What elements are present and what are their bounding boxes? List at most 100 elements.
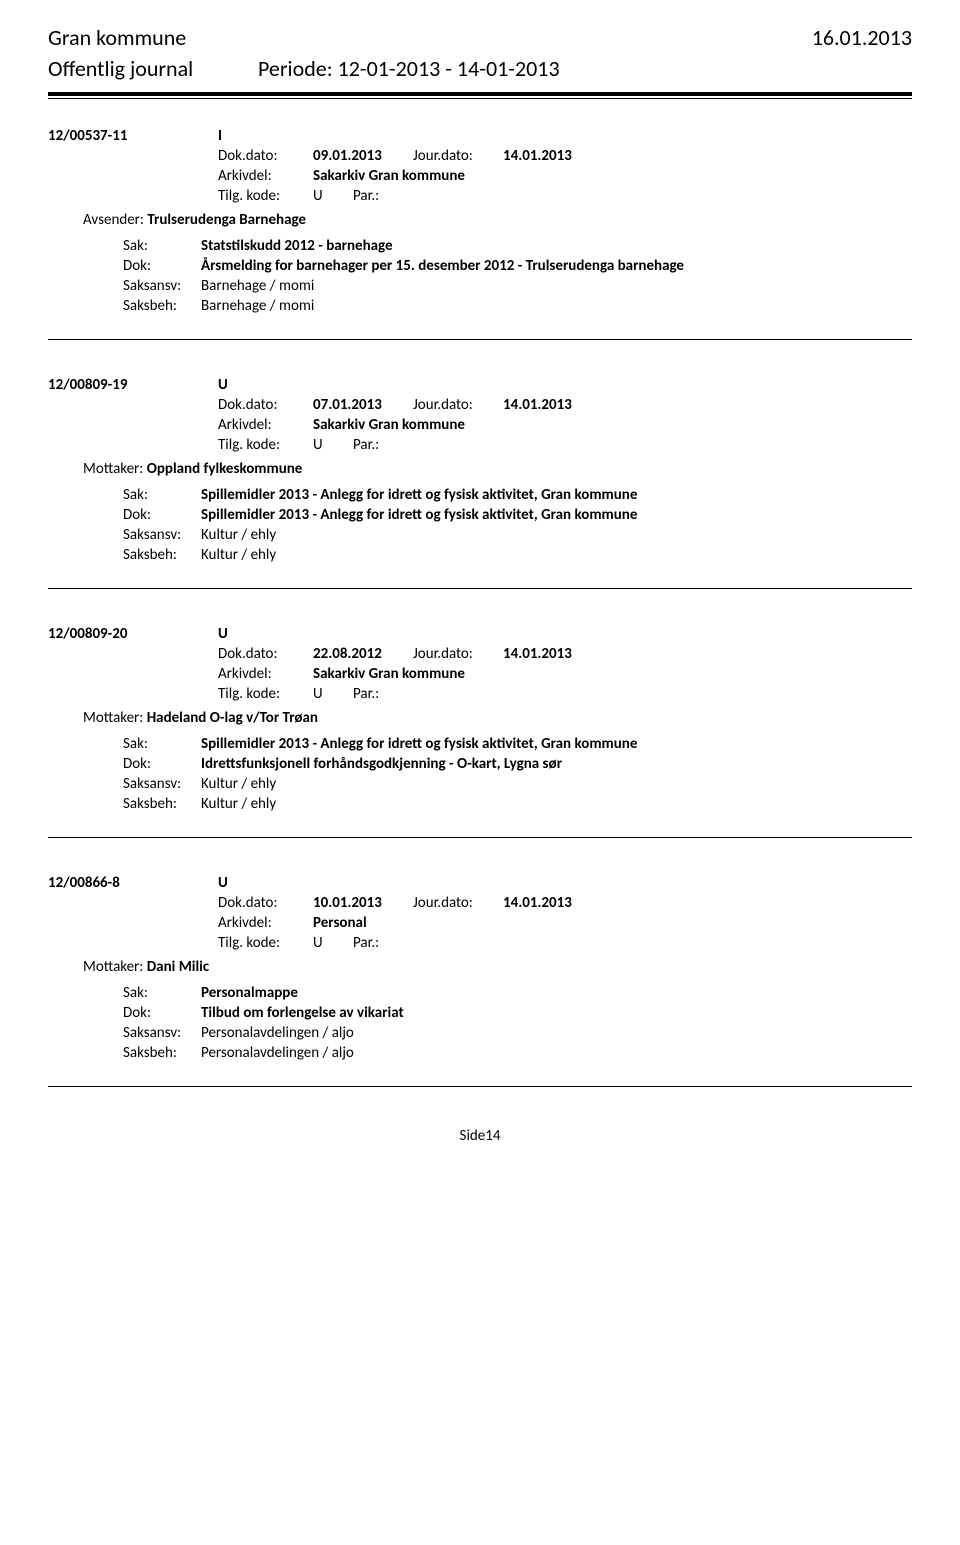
sak-row: Sak: Statstilskudd 2012 - barnehage (123, 237, 912, 255)
dok-value: Idrettsfunksjonell forhåndsgodkjenning -… (201, 755, 912, 773)
journal-entry: 12/00866-8 U Dok.dato: 10.01.2013 Jour.d… (48, 874, 912, 1087)
saksansv-label: Saksansv: (123, 1024, 201, 1042)
entry-id: 12/00866-8 (48, 874, 218, 892)
party-label: Mottaker: (83, 460, 143, 478)
period-label: Periode: (258, 55, 333, 82)
entry-divider (48, 339, 912, 340)
par-label: Par.: (353, 934, 379, 952)
sak-block: Sak: Spillemidler 2013 - Anlegg for idre… (48, 735, 912, 813)
tilgkode-label: Tilg. kode: (218, 187, 313, 205)
tilgkode-value: U (313, 187, 353, 205)
arkivdel-row: Arkivdel: Sakarkiv Gran kommune (48, 167, 912, 185)
journal-entry: 12/00809-20 U Dok.dato: 22.08.2012 Jour.… (48, 625, 912, 838)
journal-label: Offentlig journal (48, 55, 258, 82)
saksansv-value: Kultur / ehly (201, 775, 912, 793)
entry-id: 12/00537-11 (48, 127, 218, 145)
dok-row: Dok: Spillemidler 2013 - Anlegg for idre… (123, 506, 912, 524)
arkivdel-label: Arkivdel: (218, 416, 313, 434)
tilgkode-value: U (313, 934, 353, 952)
sak-value: Spillemidler 2013 - Anlegg for idrett og… (201, 486, 912, 504)
saksansv-value: Personalavdelingen / aljo (201, 1024, 912, 1042)
saksbeh-label: Saksbeh: (123, 795, 201, 813)
party-value: Trulserudenga Barnehage (147, 211, 306, 229)
entry-divider (48, 837, 912, 838)
saksansv-value: Kultur / ehly (201, 526, 912, 544)
jourdato-value: 14.01.2013 (503, 147, 572, 165)
entry-id: 12/00809-20 (48, 625, 218, 643)
entry-type: U (218, 625, 248, 643)
dok-row: Dok: Årsmelding for barnehager per 15. d… (123, 257, 912, 275)
par-label: Par.: (353, 685, 379, 703)
entry-id-row: 12/00809-20 U (48, 625, 912, 643)
dokdato-label: Dok.dato: (218, 396, 313, 414)
org-name: Gran kommune (48, 24, 186, 51)
saksbeh-label: Saksbeh: (123, 297, 201, 315)
tilgkode-value: U (313, 685, 353, 703)
page-footer: Side14 (48, 1127, 912, 1145)
saksbeh-value: Barnehage / momi (201, 297, 912, 315)
saksbeh-row: Saksbeh: Kultur / ehly (123, 795, 912, 813)
saksansv-row: Saksansv: Barnehage / momi (123, 277, 912, 295)
dokdato-label: Dok.dato: (218, 645, 313, 663)
arkivdel-label: Arkivdel: (218, 167, 313, 185)
tilgkode-label: Tilg. kode: (218, 685, 313, 703)
entry-id: 12/00809-19 (48, 376, 218, 394)
saksansv-label: Saksansv: (123, 277, 201, 295)
par-label: Par.: (353, 436, 379, 454)
dokdato-row: Dok.dato: 22.08.2012 Jour.dato: 14.01.20… (48, 645, 912, 663)
entry-type: U (218, 874, 248, 892)
entry-id-row: 12/00809-19 U (48, 376, 912, 394)
arkivdel-value: Sakarkiv Gran kommune (313, 416, 465, 434)
saksbeh-label: Saksbeh: (123, 546, 201, 564)
sak-block: Sak: Personalmappe Dok: Tilbud om forlen… (48, 984, 912, 1062)
jourdato-label: Jour.dato: (413, 894, 503, 912)
party-label: Mottaker: (83, 709, 143, 727)
page-header: Gran kommune 16.01.2013 (48, 24, 912, 51)
header-date: 16.01.2013 (812, 24, 912, 51)
dokdato-row: Dok.dato: 07.01.2013 Jour.dato: 14.01.20… (48, 396, 912, 414)
party-value: Oppland fylkeskommune (147, 460, 303, 478)
tilgkode-label: Tilg. kode: (218, 436, 313, 454)
party-row: Avsender: Trulserudenga Barnehage (48, 211, 912, 229)
period: Periode: 12-01-2013 - 14-01-2013 (258, 55, 560, 82)
dokdato-value: 07.01.2013 (313, 396, 413, 414)
entry-id-row: 12/00866-8 U (48, 874, 912, 892)
sak-row: Sak: Spillemidler 2013 - Anlegg for idre… (123, 735, 912, 753)
tilgkode-row: Tilg. kode: U Par.: (48, 436, 912, 454)
arkivdel-value: Personal (313, 914, 367, 932)
tilgkode-row: Tilg. kode: U Par.: (48, 187, 912, 205)
saksbeh-row: Saksbeh: Personalavdelingen / aljo (123, 1044, 912, 1062)
dok-value: Årsmelding for barnehager per 15. desemb… (201, 257, 912, 275)
saksansv-label: Saksansv: (123, 775, 201, 793)
jourdato-value: 14.01.2013 (503, 396, 572, 414)
page-number: Side14 (460, 1127, 501, 1145)
party-row: Mottaker: Hadeland O-lag v/Tor Trøan (48, 709, 912, 727)
sak-label: Sak: (123, 486, 201, 504)
tilgkode-row: Tilg. kode: U Par.: (48, 934, 912, 952)
dokdato-row: Dok.dato: 09.01.2013 Jour.dato: 14.01.20… (48, 147, 912, 165)
header-thin-rule (48, 98, 912, 99)
party-row: Mottaker: Dani Milic (48, 958, 912, 976)
saksansv-label: Saksansv: (123, 526, 201, 544)
page-subheader: Offentlig journal Periode: 12-01-2013 - … (48, 55, 912, 82)
dok-value: Spillemidler 2013 - Anlegg for idrett og… (201, 506, 912, 524)
saksansv-row: Saksansv: Personalavdelingen / aljo (123, 1024, 912, 1042)
dokdato-value: 10.01.2013 (313, 894, 413, 912)
dok-value: Tilbud om forlengelse av vikariat (201, 1004, 912, 1022)
dok-label: Dok: (123, 257, 201, 275)
arkivdel-value: Sakarkiv Gran kommune (313, 167, 465, 185)
sak-block: Sak: Statstilskudd 2012 - barnehage Dok:… (48, 237, 912, 315)
jourdato-label: Jour.dato: (413, 147, 503, 165)
jourdato-value: 14.01.2013 (503, 894, 572, 912)
dokdato-value: 09.01.2013 (313, 147, 413, 165)
dok-row: Dok: Tilbud om forlengelse av vikariat (123, 1004, 912, 1022)
dok-label: Dok: (123, 755, 201, 773)
party-value: Dani Milic (147, 958, 209, 976)
entry-type: I (218, 127, 248, 145)
dok-row: Dok: Idrettsfunksjonell forhåndsgodkjenn… (123, 755, 912, 773)
sak-value: Personalmappe (201, 984, 912, 1002)
party-value: Hadeland O-lag v/Tor Trøan (147, 709, 318, 727)
saksansv-row: Saksansv: Kultur / ehly (123, 775, 912, 793)
period-value: 12-01-2013 - 14-01-2013 (338, 55, 560, 82)
entries-list: 12/00537-11 I Dok.dato: 09.01.2013 Jour.… (48, 127, 912, 1087)
